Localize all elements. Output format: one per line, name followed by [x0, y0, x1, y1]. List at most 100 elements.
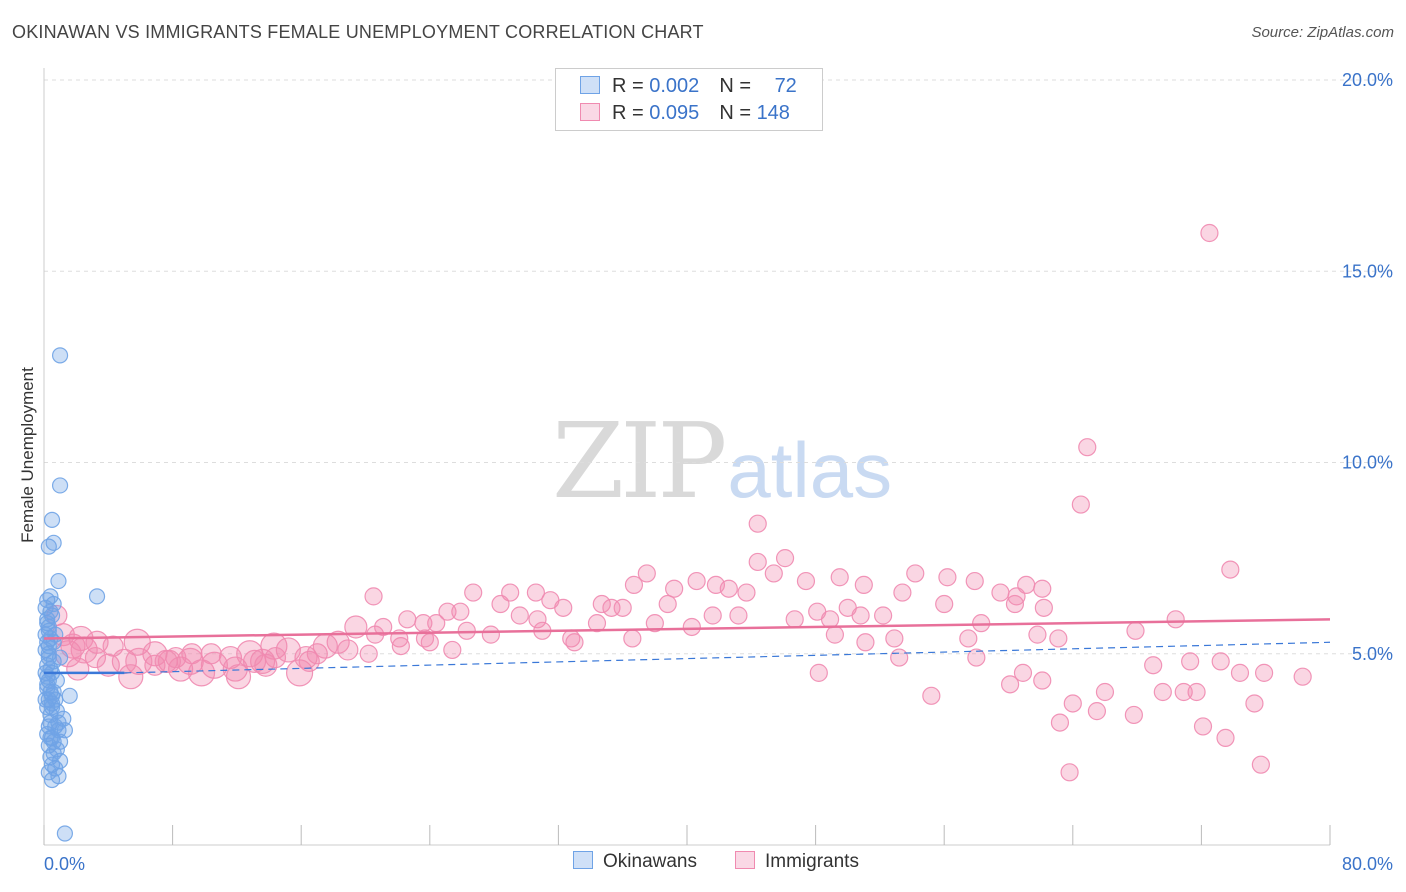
legend-r-label: R = [612, 75, 650, 97]
okinawans-point [39, 668, 56, 685]
immigrants-point [1001, 675, 1020, 694]
y-tick-label: 10.0% [1342, 453, 1393, 473]
immigrants-point [1166, 610, 1185, 629]
immigrants-point [1078, 438, 1097, 457]
immigrants-point [200, 651, 228, 679]
legend-n-label: N = [719, 102, 757, 124]
immigrants-point [737, 583, 756, 602]
legend-row-immigrants: R = 0.095 N = 148 [580, 102, 790, 126]
immigrants-point [337, 639, 359, 661]
legend-swatch-immigrants [580, 103, 600, 121]
okinawans-point [39, 680, 56, 697]
immigrants-point [1049, 629, 1068, 648]
axes [43, 68, 1331, 846]
source-label: Source: ZipAtlas.com [1251, 24, 1394, 41]
immigrants-point [906, 564, 925, 583]
immigrants-point [451, 602, 470, 621]
okinawans-point [61, 687, 78, 704]
immigrants-point [359, 644, 378, 663]
immigrants-point [1174, 682, 1193, 702]
y-tick-label: 5.0% [1352, 644, 1393, 664]
immigrants-point [364, 587, 383, 606]
immigrants-point [1144, 656, 1163, 675]
immigrants-point [856, 633, 875, 652]
immigrants-point [851, 606, 870, 625]
grid-lines [44, 79, 1395, 655]
immigrants-point [443, 640, 462, 660]
immigrants-point [1050, 713, 1070, 732]
immigrants-points [46, 223, 1312, 782]
immigrants-point [1063, 694, 1082, 713]
immigrants-point [959, 629, 978, 648]
immigrants-point [1071, 495, 1090, 514]
immigrants-point [687, 571, 706, 591]
immigrants-point [344, 615, 368, 639]
bottom-legend-swatch-okinawans [573, 851, 593, 869]
immigrants-point [592, 594, 611, 614]
immigrants-point [890, 648, 909, 667]
bottom-legend-label: Immigrants [765, 851, 859, 872]
immigrants-point [719, 579, 738, 598]
immigrants-point [168, 656, 194, 682]
immigrants-point [624, 575, 644, 595]
immigrants-point [1033, 671, 1052, 690]
watermark: ZIPatlas [552, 400, 892, 522]
watermark-atlas: atlas [727, 426, 893, 514]
okinawans-point [51, 477, 69, 494]
immigrants-point [481, 625, 500, 644]
okinawans-point [42, 729, 59, 747]
okinawans-point [43, 695, 61, 712]
okinawans-trend-line [124, 641, 1331, 674]
immigrants-point [554, 598, 573, 617]
immigrants-point [420, 633, 439, 652]
immigrants-point [464, 583, 483, 602]
immigrants-point [1007, 587, 1026, 606]
immigrants-point [893, 583, 912, 602]
okinawans-point [88, 588, 106, 605]
immigrants-point [1095, 682, 1115, 702]
legend-swatch-okinawans [580, 76, 600, 94]
immigrants-point [1087, 702, 1107, 721]
immigrants-point [250, 648, 276, 675]
immigrants-point [264, 646, 287, 669]
immigrants-point [938, 568, 957, 587]
immigrants-point [1251, 755, 1270, 774]
immigrants-point [1293, 667, 1312, 686]
immigrants-point [1153, 682, 1172, 702]
immigrants-point [613, 598, 632, 617]
immigrants-point [703, 606, 722, 625]
immigrants-point [587, 614, 607, 633]
okinawans-point [50, 572, 67, 590]
immigrants-trend-line [43, 618, 1331, 640]
immigrants-point [510, 606, 529, 625]
immigrants-point [275, 637, 301, 663]
immigrants-point [1034, 598, 1053, 617]
immigrants-point [427, 614, 446, 633]
bottom-legend-immigrants: Immigrants [735, 851, 859, 873]
immigrants-point [874, 606, 893, 625]
immigrants-point [623, 629, 642, 648]
legend-r-label: R = [612, 102, 650, 124]
immigrants-point [1230, 663, 1250, 682]
immigrants-point [1254, 663, 1274, 682]
immigrants-point [491, 594, 510, 614]
immigrants-point [665, 579, 684, 598]
immigrants-point [658, 594, 677, 614]
okinawans-points [37, 347, 106, 842]
immigrants-point [922, 686, 941, 705]
tick-labels: 5.0% 10.0% 15.0% 20.0% 0.0% 80.0% [44, 70, 1393, 874]
correlation-legend: R = 0.002 N = 72 R = 0.095 N = 148 [555, 68, 823, 131]
immigrants-point [438, 602, 457, 621]
immigrants-point [528, 610, 547, 629]
immigrants-point [820, 610, 840, 629]
legend-n-label: N = [719, 75, 757, 97]
okinawans-point [40, 649, 57, 666]
immigrants-point [1193, 717, 1213, 736]
immigrants-point [66, 657, 90, 681]
immigrants-point [965, 571, 984, 591]
immigrants-point [935, 594, 954, 614]
immigrants-point [60, 633, 86, 659]
immigrants-point [775, 549, 795, 568]
immigrants-point [391, 636, 410, 656]
